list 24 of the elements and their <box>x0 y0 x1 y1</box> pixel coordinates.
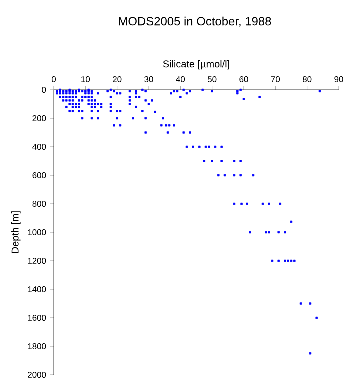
x-tick-label: 30 <box>144 76 154 82</box>
y-tick-label: 800 <box>32 201 46 207</box>
y-tick-label: 1200 <box>28 258 46 264</box>
x-axis-title: Silicate [µmol/l] <box>163 60 230 70</box>
y-tick-label: 1800 <box>28 344 46 350</box>
x-tick-label: 20 <box>113 76 122 82</box>
y-tick-label: 0 <box>42 87 46 93</box>
y-tick-label: 1000 <box>28 230 46 236</box>
y-tick-label: 1600 <box>28 315 46 321</box>
x-tick-label: 0 <box>52 76 56 82</box>
x-tick-label: 60 <box>240 76 248 82</box>
chart-title: MODS2005 in October, 1988 <box>119 16 272 28</box>
y-tick-label: 1400 <box>28 286 46 292</box>
y-tick-label: 200 <box>32 116 46 122</box>
x-tick-label: 80 <box>302 76 312 82</box>
x-tick-label: 70 <box>271 76 280 82</box>
y-tick-label: 400 <box>32 144 46 150</box>
y-axis-title: Depth [m] <box>12 212 21 254</box>
x-tick-label: 40 <box>176 76 186 82</box>
x-tick-label: 50 <box>208 76 217 82</box>
x-tick-label: 10 <box>82 76 90 82</box>
x-tick-label: 90 <box>334 76 344 82</box>
y-tick-label: 2000 <box>28 372 46 378</box>
y-tick-label: 600 <box>32 172 46 178</box>
